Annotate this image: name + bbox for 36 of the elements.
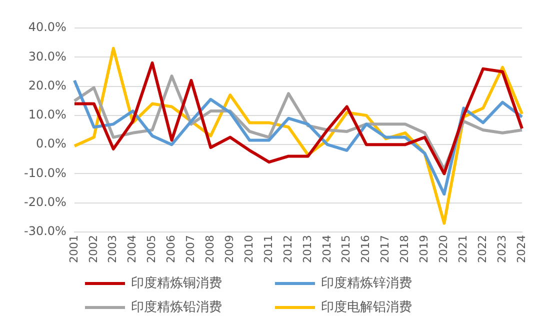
x-tick-label: 2004 [126, 235, 139, 264]
x-tick-label: 2006 [164, 235, 178, 264]
x-tick-label: 2021 [456, 235, 470, 264]
y-tick-label: 30.0% [28, 49, 66, 64]
x-tick-label: 2014 [320, 235, 334, 264]
x-tick-label: 2012 [281, 235, 294, 264]
x-tick-label: 2023 [495, 235, 508, 264]
y-tick-label: -30.0% [24, 224, 66, 238]
x-tick-label: 2007 [184, 235, 198, 264]
legend-label: 印度精炼铅消费 [131, 299, 222, 316]
y-tick-label: 20.0% [28, 78, 66, 92]
x-tick-label: 2003 [106, 235, 120, 264]
x-tick-label: 2020 [437, 235, 450, 264]
legend-label: 印度电解铝消费 [321, 299, 412, 316]
x-tick-label: 2022 [476, 235, 489, 264]
x-tick-label: 2013 [300, 235, 314, 264]
x-tick-label: 2002 [86, 235, 100, 264]
legend-label: 印度精炼锌消费 [321, 275, 412, 292]
x-tick-label: 2015 [340, 235, 353, 264]
x-tick-label: 2016 [359, 235, 372, 264]
x-tick-label: 2019 [418, 235, 431, 264]
x-tick-label: 2018 [398, 235, 412, 264]
x-tick-label: 2017 [378, 235, 392, 264]
legend-label: 印度精炼铜消费 [131, 275, 222, 292]
x-tick-label: 2024 [514, 235, 528, 264]
x-tick-label: 2005 [145, 235, 158, 264]
x-tick-label: 2010 [242, 235, 256, 264]
y-tick-label: -10.0% [24, 166, 66, 180]
y-tick-label: 0.0% [36, 136, 66, 151]
y-tick-label: 10.0% [28, 108, 66, 122]
x-tick-label: 2008 [204, 235, 217, 264]
x-tick-label: 2009 [222, 235, 236, 264]
x-tick-label: 2011 [262, 235, 275, 264]
x-tick-label: 2001 [67, 235, 80, 264]
y-tick-label: 40.0% [28, 20, 66, 34]
y-tick-label: -20.0% [24, 194, 66, 209]
